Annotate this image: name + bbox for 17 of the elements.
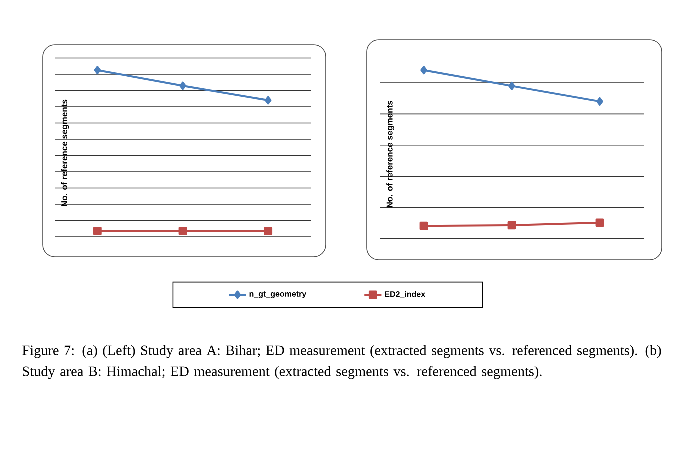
point xyxy=(180,82,186,90)
point xyxy=(93,226,102,236)
point xyxy=(264,96,272,105)
point xyxy=(596,218,604,228)
y-axis-title: No. of reference segments xyxy=(386,101,395,208)
legend-label: n_gt_geometry xyxy=(250,292,307,299)
point xyxy=(264,226,273,236)
point xyxy=(508,82,516,90)
legend-label: ED2_index xyxy=(385,291,426,298)
y-axis-title: No. of reference segments xyxy=(61,100,70,207)
point xyxy=(596,97,604,106)
point xyxy=(178,226,188,236)
point xyxy=(508,221,516,230)
caption: Figure 7: (a) (Left) Study area A: Bihar; ED measurement (extracted segments vs. referenced segments). (b) Study area B: Himachal; ED measurement (extracted segments vs. referenced segments). xyxy=(22,345,662,380)
point xyxy=(94,66,102,75)
point xyxy=(420,222,428,230)
point xyxy=(420,66,428,75)
